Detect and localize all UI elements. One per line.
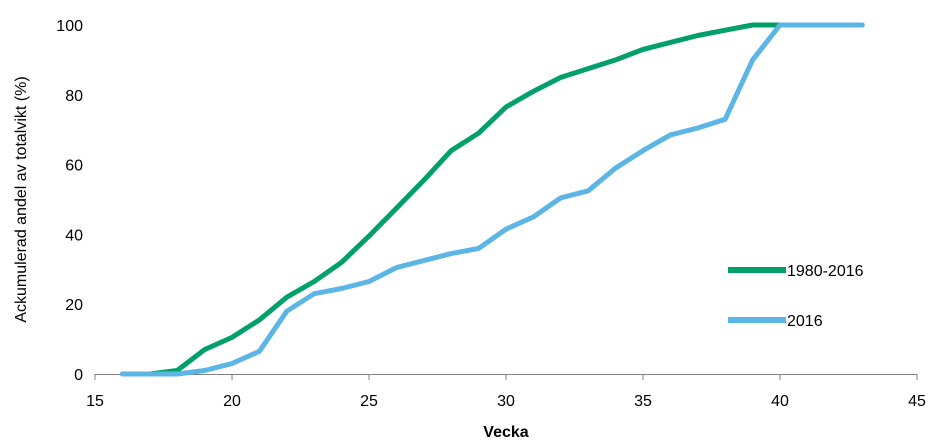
x-tick-label: 35 [634, 393, 652, 410]
x-axis-title: Vecka [483, 424, 528, 441]
x-tick-label: 25 [360, 393, 378, 410]
legend: 1980-2016 2016 [728, 263, 864, 330]
y-tick-label: 20 [65, 297, 83, 314]
y-tick-label: 40 [65, 227, 83, 244]
y-tick-label: 100 [56, 18, 83, 35]
x-axis-ticks: 15 20 25 30 35 40 45 [86, 374, 926, 410]
y-tick-label: 80 [65, 88, 83, 105]
x-tick-label: 20 [223, 393, 241, 410]
x-tick-label: 30 [497, 393, 515, 410]
y-axis-title: Ackumulerad andel av totalvikt (%) [13, 76, 30, 322]
y-tick-label: 0 [74, 367, 83, 384]
legend-label-1980-2016: 1980-2016 [787, 263, 864, 280]
y-axis-ticks: 0 20 40 60 80 100 [56, 18, 83, 384]
legend-label-2016: 2016 [787, 313, 823, 330]
x-tick-label: 45 [908, 393, 926, 410]
series-line-2016 [119, 22, 865, 377]
x-tick-label: 15 [86, 393, 104, 410]
series-line-1980-2016 [119, 22, 865, 377]
x-tick-label: 40 [771, 393, 789, 410]
series-lines [119, 22, 865, 377]
y-tick-label: 60 [65, 158, 83, 175]
